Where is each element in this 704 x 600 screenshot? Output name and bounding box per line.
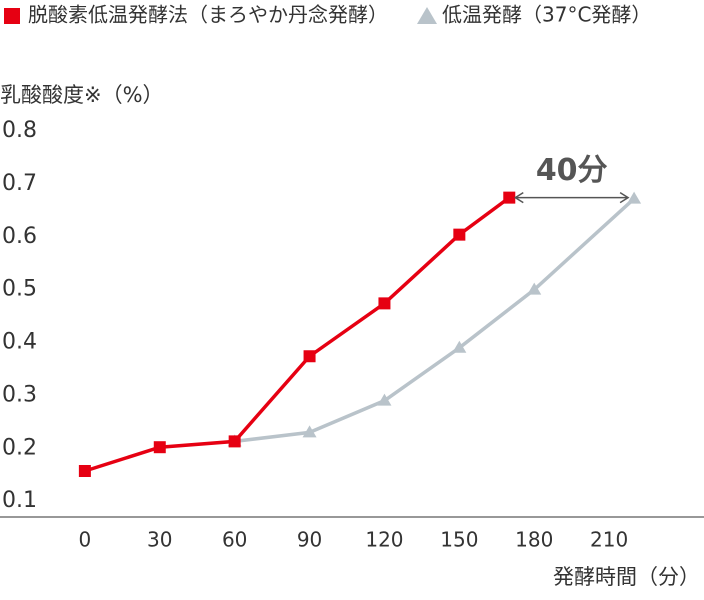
y-tick-label: 0.1 xyxy=(2,488,37,513)
y-tick-label: 0.8 xyxy=(2,118,37,143)
point xyxy=(627,191,642,204)
arrow-head xyxy=(513,191,524,204)
legend-label: 脱酸素低温発酵法（まろやか丹念発酵） xyxy=(28,3,388,27)
y-tick-label: 0.4 xyxy=(2,330,37,355)
point xyxy=(302,425,317,438)
legend-marker xyxy=(4,8,20,24)
x-tick-label: 30 xyxy=(147,528,172,552)
y-tick-label: 0.5 xyxy=(2,277,37,302)
legend-marker xyxy=(417,7,437,24)
point xyxy=(78,464,91,477)
point xyxy=(153,441,166,454)
x-tick-label: 150 xyxy=(440,528,478,552)
y-tick-label: 0.7 xyxy=(2,171,37,196)
annotation: 40分 xyxy=(536,153,608,188)
y-axis-label: 乳酸酸度※（%） xyxy=(0,83,164,107)
x-tick-label: 180 xyxy=(515,528,553,552)
point xyxy=(377,393,392,406)
point xyxy=(503,191,516,204)
point xyxy=(452,340,467,353)
x-tick-label: 120 xyxy=(365,528,403,552)
x-tick-label: 60 xyxy=(222,528,247,552)
x-tick-label: 90 xyxy=(297,528,322,552)
series-line xyxy=(84,196,511,473)
point xyxy=(303,350,316,363)
y-tick-label: 0.6 xyxy=(2,224,37,249)
x-tick-label: 210 xyxy=(590,528,628,552)
point xyxy=(453,228,466,241)
x-tick-label: 0 xyxy=(79,528,92,552)
y-tick-label: 0.2 xyxy=(2,435,37,460)
point xyxy=(527,282,542,295)
point xyxy=(228,435,241,448)
point xyxy=(378,297,391,310)
series-line xyxy=(234,197,636,444)
y-tick-label: 0.3 xyxy=(2,382,37,407)
x-axis-label: 発酵時間（分） xyxy=(553,565,700,589)
arrow-head xyxy=(619,191,630,204)
legend-label: 低温発酵（37°C発酵） xyxy=(442,3,651,27)
